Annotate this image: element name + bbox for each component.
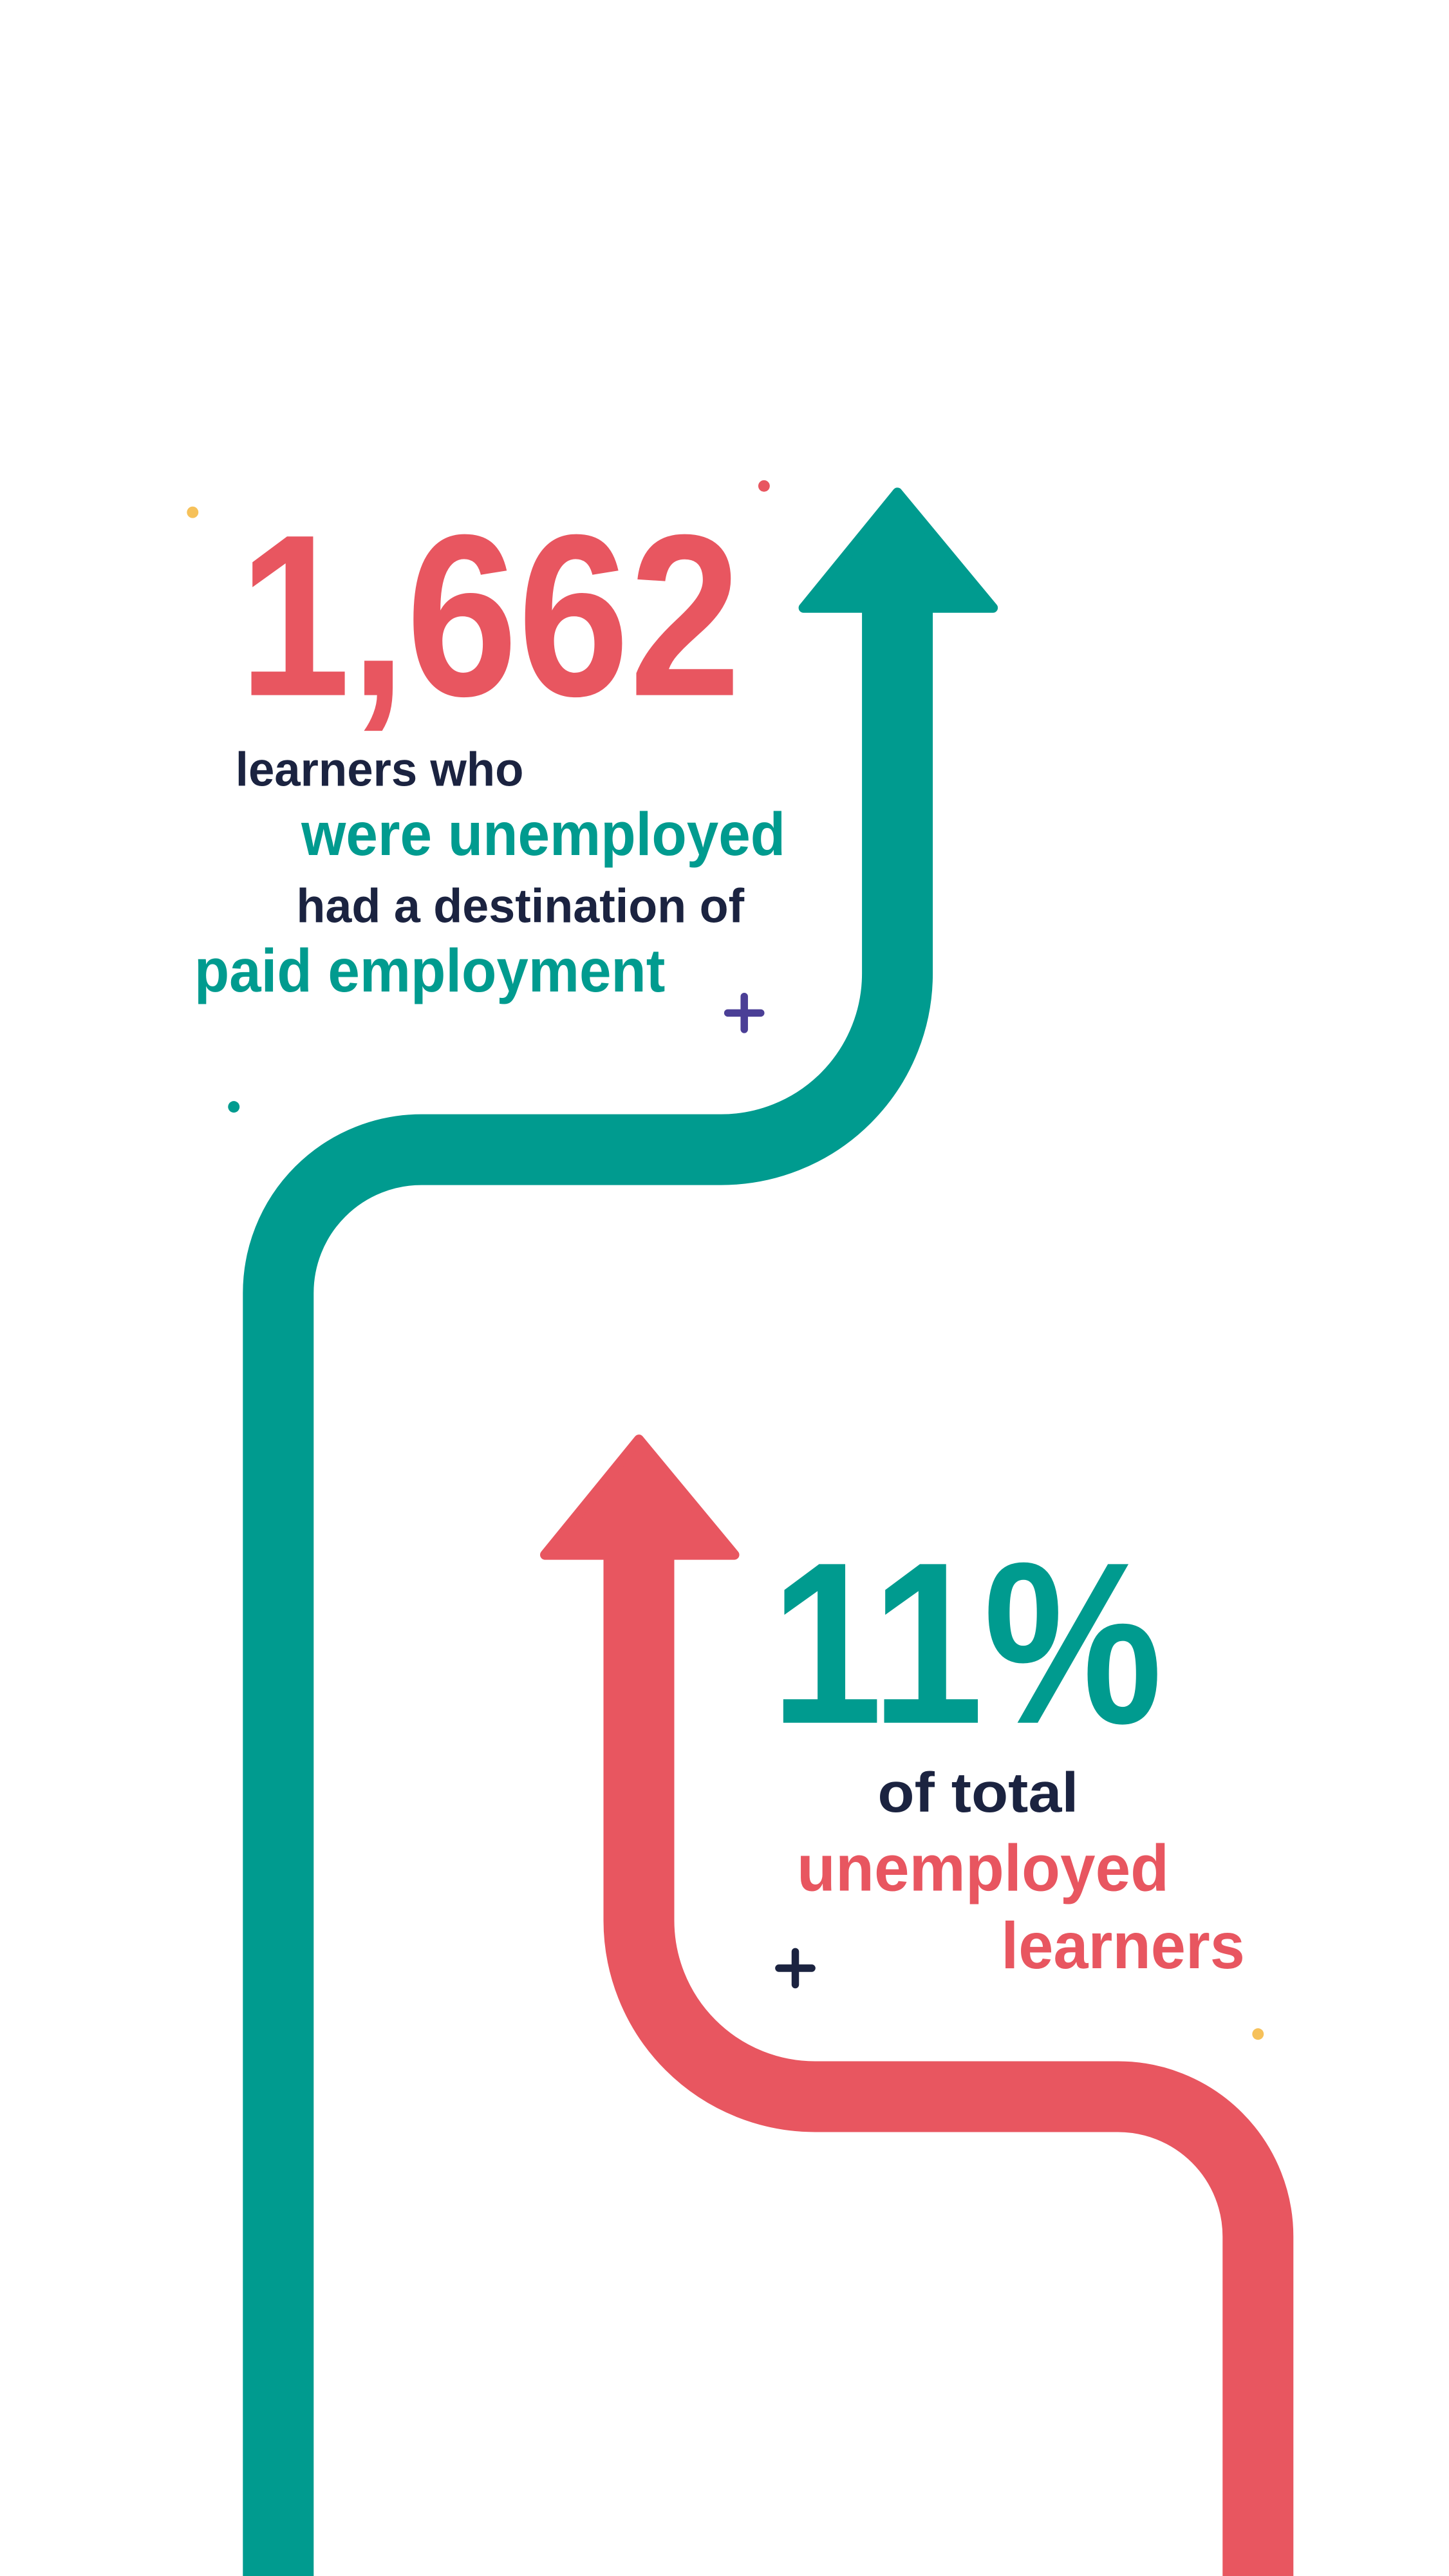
stat-figure: 1,662 — [239, 487, 741, 744]
dot — [228, 1101, 240, 1113]
stat-figure: 11% — [771, 1514, 1163, 1772]
teal-arrow-head — [798, 487, 998, 613]
teal-arrow-path — [243, 606, 933, 2576]
red-arrow-path — [603, 1554, 1294, 2576]
stat-text: of total — [877, 1762, 1078, 1824]
stat-text: were unemployed — [301, 800, 785, 869]
stat-text: had a destination of — [296, 879, 744, 933]
plus — [724, 992, 765, 1033]
dot — [1252, 2028, 1264, 2040]
red-arrow-head — [540, 1434, 740, 1560]
stat-text: learners — [1001, 1908, 1245, 1982]
stat-text: learners who — [236, 742, 524, 796]
dot — [758, 480, 770, 492]
dot — [187, 506, 199, 518]
stat-text: paid employment — [194, 937, 666, 1005]
stat-text: unemployed — [797, 1831, 1169, 1905]
plus — [775, 1948, 816, 1989]
